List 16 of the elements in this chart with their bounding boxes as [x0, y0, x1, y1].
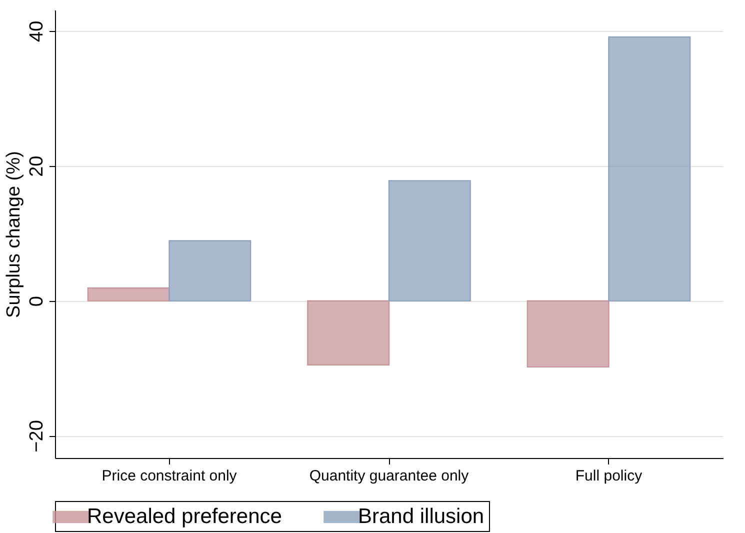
y-tick-label: −20	[26, 420, 48, 452]
bar	[87, 287, 170, 302]
bar	[388, 180, 471, 302]
y-tick-label: 0	[26, 296, 48, 307]
bar	[168, 240, 252, 302]
x-tick-label: Price constraint only	[102, 468, 238, 484]
y-tick-label: 20	[26, 156, 48, 177]
legend-label: Brand illusion	[358, 505, 484, 528]
bar	[608, 36, 691, 302]
y-tick-label: 40	[26, 20, 48, 42]
bar	[307, 300, 390, 366]
y-axis-title: Surplus change (%)	[4, 151, 24, 318]
x-tick-label: Quantity guarantee only	[309, 468, 470, 484]
legend-label: Revealed preference	[87, 505, 282, 528]
bar	[526, 300, 610, 368]
x-tick-label: Full policy	[575, 468, 643, 484]
